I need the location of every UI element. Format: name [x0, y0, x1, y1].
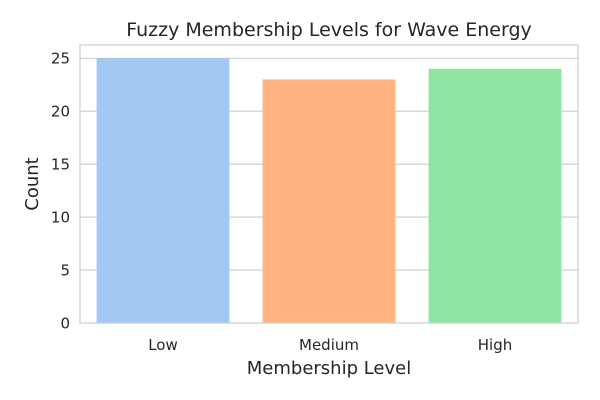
- y-tick-label: 5: [60, 262, 70, 280]
- x-tick-label-high: High: [478, 336, 512, 354]
- y-tick-label: 15: [51, 156, 70, 174]
- y-tick-label: 0: [60, 315, 70, 333]
- y-tick-label: 25: [51, 50, 70, 68]
- x-tick-label-medium: Medium: [299, 336, 359, 354]
- y-tick-label: 20: [51, 103, 70, 121]
- bar-high: [428, 68, 562, 323]
- y-tick-labels: 0 5 10 15 20 25: [51, 50, 70, 333]
- bar-medium: [262, 79, 396, 324]
- x-axis-label: Membership Level: [247, 358, 412, 379]
- x-tick-labels: Low Medium High: [148, 336, 512, 354]
- plot-frame: [79, 44, 579, 324]
- x-tick-label-low: Low: [148, 336, 178, 354]
- bar-low: [96, 58, 230, 323]
- y-axis-label: Count: [22, 157, 43, 210]
- y-tick-label: 10: [51, 209, 70, 227]
- bars: [96, 58, 562, 324]
- chart-title: Fuzzy Membership Levels for Wave Energy: [126, 19, 532, 41]
